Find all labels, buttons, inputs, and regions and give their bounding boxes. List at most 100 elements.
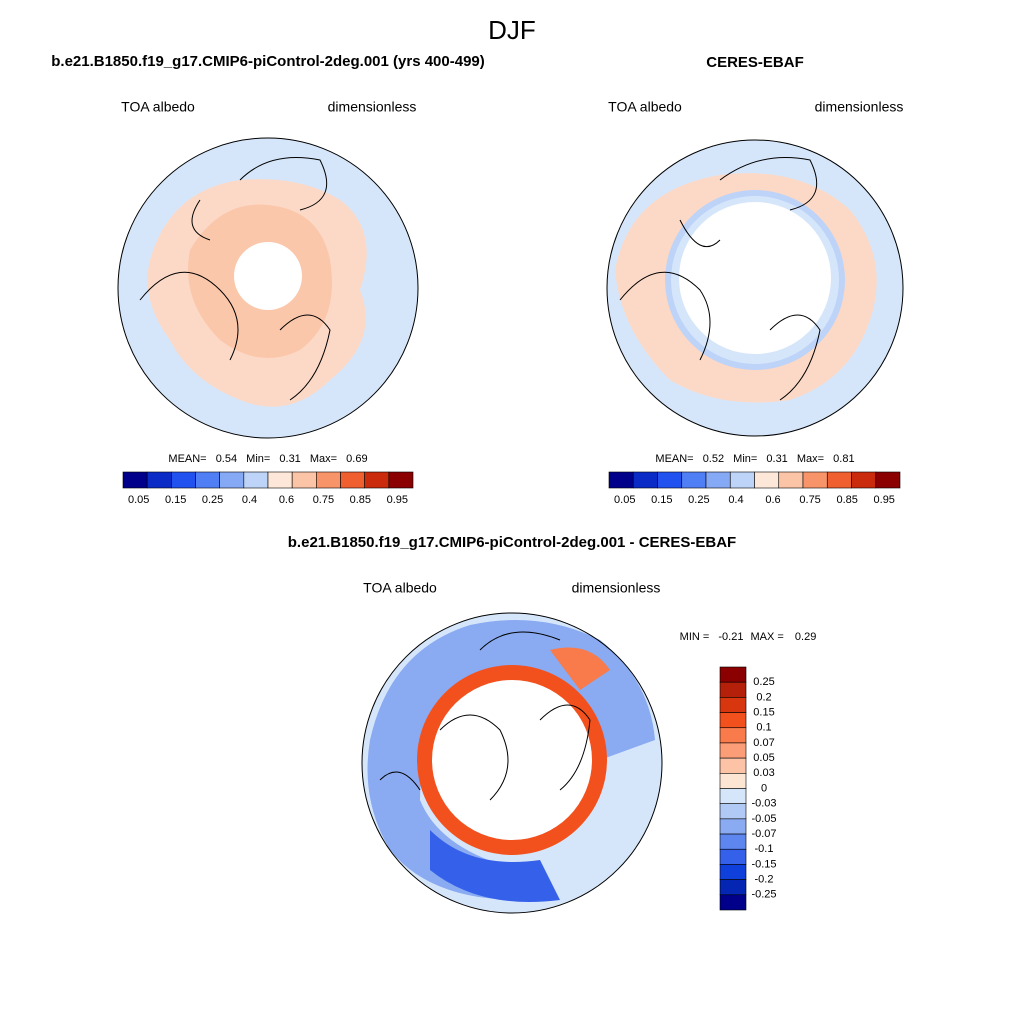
colorbars: 0.05 0.15 0.25 0.4 0.6 0.75 0.85 0.95 0.05 0.15 0.… <box>122 471 901 911</box>
colorbar-box <box>388 471 414 489</box>
colorbar-label: 0.75 <box>313 494 334 506</box>
colorbar-box <box>719 879 747 896</box>
colorbar-box <box>719 848 747 865</box>
colorbar-label: 0.15 <box>165 494 186 506</box>
stats: MIN = -0.21 MAX = 0.29 <box>680 631 817 643</box>
variable-label: TOA albedo <box>121 99 195 115</box>
colorbar-label: -0.05 <box>751 813 776 825</box>
colorbar-label: -0.07 <box>751 828 776 840</box>
colorbar-label: 0.2 <box>756 691 771 703</box>
colorbar-box <box>243 471 269 489</box>
colorbar-box <box>719 864 747 880</box>
stat-value: 0.54 <box>216 453 237 465</box>
colorbar-label: 0.05 <box>614 494 635 506</box>
variable-label: TOA albedo <box>608 99 682 115</box>
stat-value: 0.52 <box>703 453 724 465</box>
colorbar-box <box>719 697 747 713</box>
colorbar-label: 0.1 <box>756 722 771 734</box>
colorbar-label: -0.03 <box>751 798 776 810</box>
colorbar-box <box>802 471 828 489</box>
colorbar-label: 0 <box>761 782 767 794</box>
colorbar-box <box>316 471 341 489</box>
colorbar-label: 0.25 <box>753 676 774 688</box>
colorbar-label: 0.15 <box>753 706 774 718</box>
units-label: dimensionless <box>815 99 904 115</box>
colorbar-box <box>719 894 747 911</box>
polar-map <box>117 137 419 439</box>
colorbar-box <box>851 471 877 489</box>
stat-label: Min= <box>733 453 757 465</box>
units-label: dimensionless <box>572 580 661 596</box>
colorbar-box <box>719 833 747 850</box>
colorbar-label: -0.15 <box>751 858 776 870</box>
colorbar-label: 0.6 <box>765 494 780 506</box>
polar-map <box>361 612 663 914</box>
colorbar-label: 0.85 <box>836 494 857 506</box>
colorbar-box <box>875 471 901 489</box>
colorbar-label: 0.05 <box>128 494 149 506</box>
colorbar-label: 0.4 <box>728 494 743 506</box>
colorbar-box <box>632 471 658 489</box>
colorbar-label: -0.1 <box>755 843 774 855</box>
stat-value: 0.31 <box>766 453 787 465</box>
panel-title: b.e21.B1850.f19_g17.CMIP6-piControl-2deg… <box>288 534 736 551</box>
colorbar-box <box>146 471 172 489</box>
colorbar-label: -0.2 <box>755 874 774 886</box>
colorbar-label: 0.05 <box>753 752 774 764</box>
colorbar-label: 0.25 <box>202 494 223 506</box>
stats: MEAN= 0.54 Min= 0.31 Max= 0.69 <box>168 453 367 465</box>
colorbar-box <box>719 757 747 774</box>
colorbar-box <box>171 471 196 489</box>
colorbar-label: 0.03 <box>753 767 774 779</box>
colorbar-label: 0.25 <box>688 494 709 506</box>
stat-label: MAX = <box>751 631 784 643</box>
panel-title: CERES-EBAF <box>706 54 804 71</box>
figure-title: DJF <box>488 15 536 45</box>
colorbar-box <box>754 471 780 489</box>
colorbar-label: 0.07 <box>753 737 774 749</box>
colorbar-box <box>719 681 747 698</box>
stat-value: 0.31 <box>279 453 300 465</box>
stat-label: Max= <box>310 453 337 465</box>
colorbar-box <box>778 471 804 489</box>
colorbar-label: 0.4 <box>242 494 257 506</box>
colorbar-box <box>340 471 365 489</box>
stat-value: -0.21 <box>718 631 743 643</box>
colorbar-box <box>826 471 852 489</box>
colorbar-box <box>364 471 390 489</box>
stat-label: MIN = <box>680 631 710 643</box>
polar-map <box>606 139 904 437</box>
stat-label: MEAN= <box>655 453 693 465</box>
stat-label: Min= <box>246 453 270 465</box>
colorbar-box <box>729 471 755 489</box>
colorbar-box <box>719 712 747 729</box>
colorbar-label: -0.25 <box>751 889 776 901</box>
colorbar-box <box>657 471 683 489</box>
colorbar-label: 0.75 <box>799 494 820 506</box>
colorbar-box <box>195 471 220 489</box>
colorbar-box <box>681 471 707 489</box>
colorbar-box <box>219 471 245 489</box>
colorbar-label: 0.95 <box>874 494 895 506</box>
colorbar-box <box>719 803 747 820</box>
colorbar-box <box>719 773 747 789</box>
stat-value: 0.81 <box>833 453 854 465</box>
stat-label: Max= <box>797 453 824 465</box>
variable-label: TOA albedo <box>363 580 437 596</box>
panel-title: b.e21.B1850.f19_g17.CMIP6-piControl-2deg… <box>51 53 485 70</box>
colorbar-box <box>122 471 148 489</box>
units-label: dimensionless <box>328 99 417 115</box>
stat-value: 0.29 <box>795 631 816 643</box>
stats: MEAN= 0.52 Min= 0.31 Max= 0.81 <box>655 453 854 465</box>
colorbar-label: 0.85 <box>350 494 371 506</box>
colorbar-label: 0.95 <box>387 494 408 506</box>
colorbar-box <box>291 471 317 489</box>
colorbar-box <box>719 727 747 744</box>
colorbar-box <box>719 818 747 835</box>
colorbar-box <box>719 788 747 804</box>
colorbar-box <box>608 471 634 489</box>
stat-label: MEAN= <box>168 453 206 465</box>
colorbar-label: 0.6 <box>279 494 294 506</box>
stat-value: 0.69 <box>346 453 367 465</box>
